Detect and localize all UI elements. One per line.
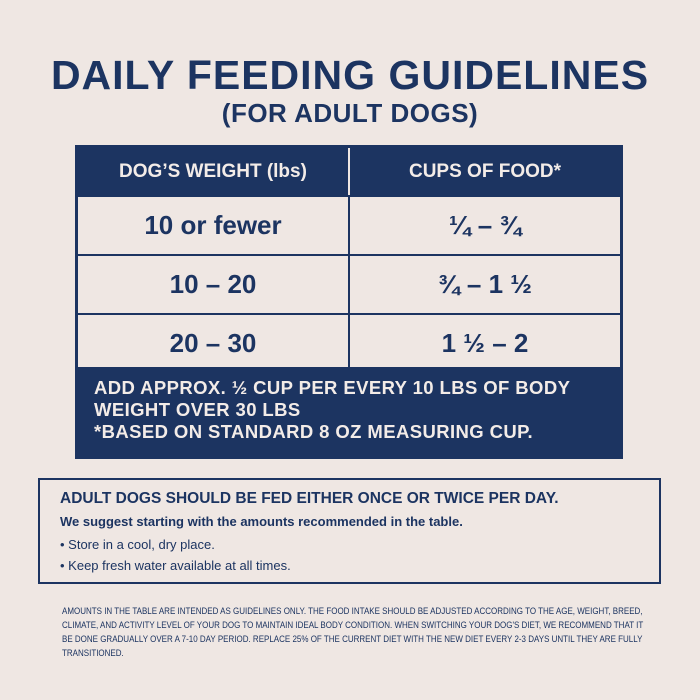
disclaimer: AMOUNTS IN THE TABLE ARE INTENDED AS GUI… bbox=[62, 606, 644, 658]
page-title: DAILY FEEDING GUIDELINES bbox=[50, 52, 650, 98]
feeding-tips-box: ADULT DOGS SHOULD BE FED EITHER ONCE OR … bbox=[38, 478, 661, 584]
list-item: Keep fresh water available at all times. bbox=[60, 555, 639, 576]
weight-cell: 10 – 20 bbox=[78, 256, 350, 313]
weight-cell: 10 or fewer bbox=[78, 197, 350, 254]
page-subtitle: (FOR ADULT DOGS) bbox=[221, 98, 479, 128]
cups-cell: 1 ½ – 2 bbox=[441, 328, 529, 358]
tips-heading: ADULT DOGS SHOULD BE FED EITHER ONCE OR … bbox=[60, 490, 559, 507]
measuring-cup-note: *BASED ON STANDARD 8 OZ MEASURING CUP. bbox=[94, 421, 534, 442]
cups-cell: ¾ – 1 ½ bbox=[438, 269, 532, 299]
list-item: Store in a cool, dry place. bbox=[60, 534, 639, 555]
table-row: 10 or fewer ¼ – ¾ bbox=[78, 195, 620, 254]
table-header: DOG’S WEIGHT (lbs) CUPS OF FOOD* bbox=[78, 148, 620, 195]
header-weight: DOG’S WEIGHT (lbs) bbox=[78, 148, 350, 195]
feeding-table: DOG’S WEIGHT (lbs) CUPS OF FOOD* 10 or f… bbox=[75, 145, 623, 459]
table-row: 10 – 20 ¾ – 1 ½ bbox=[78, 254, 620, 313]
tips-subheading: We suggest starting with the amounts rec… bbox=[60, 514, 463, 529]
extra-weight-note: ADD APPROX. ½ CUP PER EVERY 10 LBS OF BO… bbox=[94, 377, 570, 420]
table-footnote: ADD APPROX. ½ CUP PER EVERY 10 LBS OF BO… bbox=[78, 367, 620, 456]
tips-list: Store in a cool, dry place. Keep fresh w… bbox=[60, 534, 639, 576]
cups-cell: ¼ – ¾ bbox=[448, 210, 522, 240]
weight-cell: 20 – 30 bbox=[78, 315, 350, 372]
header-cups: CUPS OF FOOD* bbox=[408, 160, 561, 182]
table-row: 20 – 30 1 ½ – 2 bbox=[78, 313, 620, 372]
